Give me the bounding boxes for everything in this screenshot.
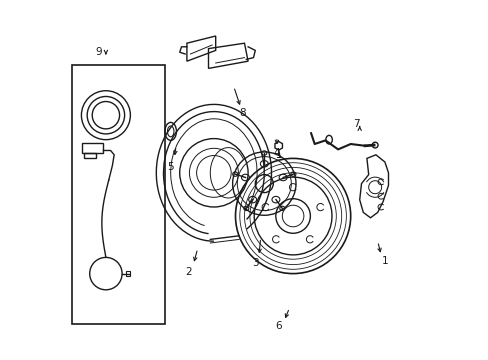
Text: 8: 8	[239, 108, 245, 118]
Bar	[83, 153, 96, 158]
Text: 9: 9	[95, 47, 102, 57]
Text: 1: 1	[381, 256, 387, 266]
Text: 2: 2	[185, 267, 192, 277]
Bar	[125, 271, 130, 276]
Text: 4: 4	[273, 148, 280, 158]
Text: 5: 5	[167, 162, 174, 172]
Text: 3: 3	[251, 258, 258, 268]
Bar	[72, 65, 165, 324]
Text: 7: 7	[352, 119, 359, 129]
Text: 6: 6	[275, 321, 282, 331]
Bar	[81, 143, 103, 153]
